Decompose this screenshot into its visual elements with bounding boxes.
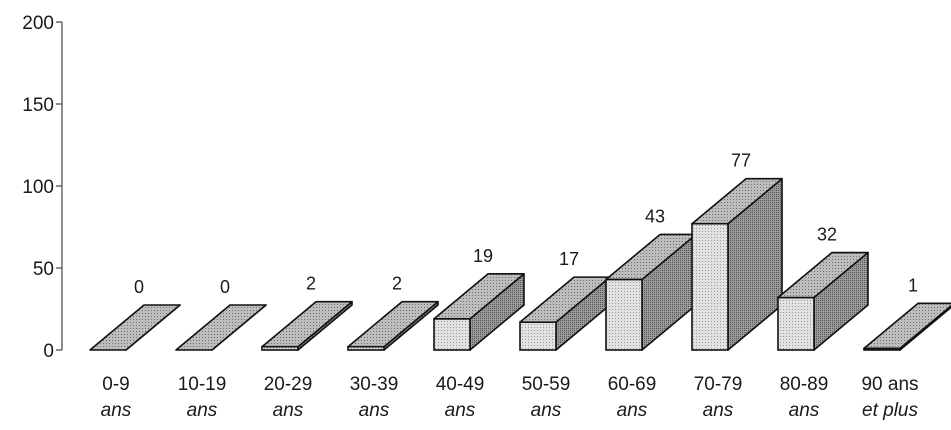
bar: [691, 177, 783, 351]
bar-front-face: [433, 318, 471, 351]
bar-front-face: [605, 278, 643, 351]
bar-top-face: [777, 251, 869, 299]
category-label-line1: 20-29: [264, 374, 313, 395]
bar-front-face: [519, 321, 557, 351]
data-labels: 0 0 2 2 19 17 43 77 32 1: [134, 151, 918, 297]
bars: [89, 177, 951, 351]
category-label-line2: ans: [359, 400, 390, 421]
y-tick-label: 100: [22, 177, 54, 198]
bar-front-face: [691, 222, 729, 351]
category-label-line2: ans: [187, 400, 218, 421]
bar: [347, 300, 439, 351]
category-label-line2: ans: [531, 400, 562, 421]
y-axis: 0 50 100 150 200: [22, 13, 63, 362]
data-label: 43: [645, 206, 665, 226]
category-label-line2: ans: [617, 400, 648, 421]
category-label-line2: ans: [789, 400, 820, 421]
category-label-line1: 90 ans: [861, 374, 918, 395]
bar-top-face: [261, 300, 353, 348]
category-label-line1: 0-9: [102, 374, 129, 395]
y-tick-label: 150: [22, 95, 54, 116]
data-label: 17: [559, 249, 579, 269]
data-label: 19: [473, 246, 493, 266]
bar-front-face: [777, 296, 815, 351]
category-label-line1: 60-69: [608, 374, 657, 395]
data-label: 32: [817, 225, 837, 245]
bar-top-face: [691, 177, 783, 225]
bar: [433, 273, 525, 351]
data-label: 1: [908, 275, 918, 295]
category-label-line1: 70-79: [694, 374, 743, 395]
bar-top-face: [863, 302, 951, 350]
data-label: 2: [392, 274, 402, 294]
category-labels: 0-9 ans 10-19 ans 20-29 ans 30-39 ans 40-49 ans 50…: [101, 374, 919, 421]
bar: [777, 251, 869, 351]
category-label-line1: 80-89: [780, 374, 829, 395]
bar: [863, 302, 951, 351]
bar-top-face: [347, 300, 439, 348]
y-tick-label: 50: [33, 259, 54, 280]
category-label-line2: ans: [703, 400, 734, 421]
data-label: 0: [220, 277, 230, 297]
category-label-line2: ans: [273, 400, 304, 421]
category-label-line1: 30-39: [350, 374, 399, 395]
data-label: 77: [731, 151, 751, 171]
bar: [89, 304, 181, 351]
category-label-line2: ans: [445, 400, 476, 421]
category-label-line1: 40-49: [436, 374, 485, 395]
y-tick-label: 200: [22, 13, 54, 34]
category-label-line2: et plus: [862, 400, 918, 421]
category-label-line2: ans: [101, 400, 132, 421]
bar: [605, 233, 697, 351]
data-label: 2: [306, 274, 316, 294]
bar-top-face: [433, 273, 525, 320]
data-label: 0: [134, 277, 144, 297]
bar-top-face: [89, 304, 181, 351]
bar: [175, 304, 267, 351]
bar: [261, 300, 353, 351]
bar: [519, 276, 611, 351]
category-label-line1: 10-19: [178, 374, 227, 395]
bar-top-face: [175, 304, 267, 351]
category-label-line1: 50-59: [522, 374, 571, 395]
y-tick-label: 0: [43, 341, 54, 362]
